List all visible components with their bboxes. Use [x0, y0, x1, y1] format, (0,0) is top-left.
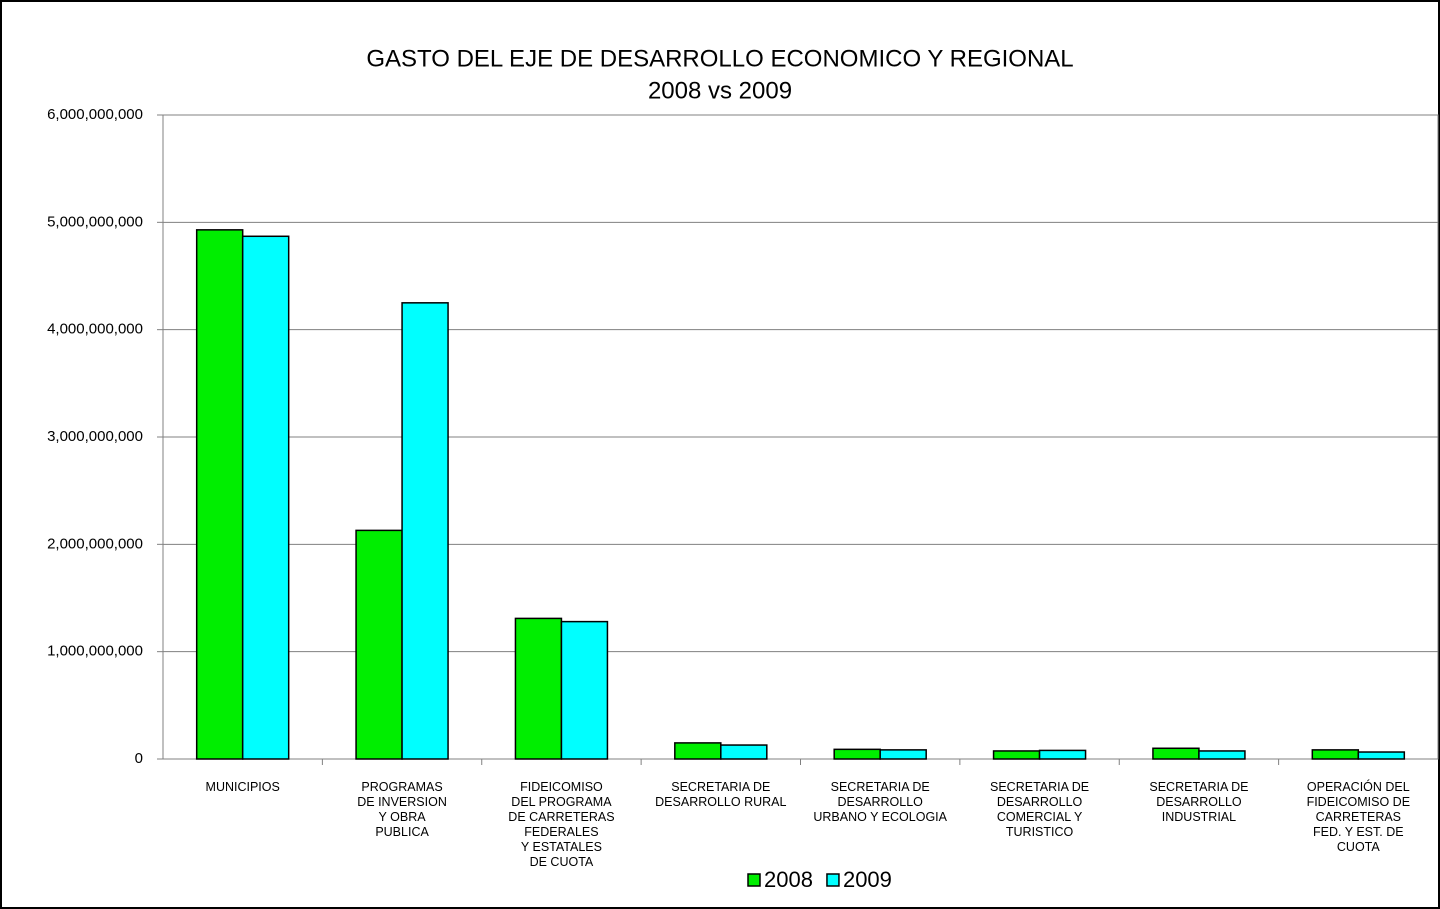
legend-label: 2009: [843, 867, 892, 892]
bar: [992, 750, 1041, 760]
x-tick-label: FIDEICOMISO DEL PROGRAMA DE CARRETERAS FEDE…: [508, 780, 614, 869]
y-tick-label: 5,000,000,000: [47, 213, 143, 230]
bar: [514, 617, 563, 760]
bar: [560, 620, 609, 760]
bar: [1311, 749, 1360, 760]
bar: [1038, 749, 1087, 760]
y-tick-label: 2,000,000,000: [47, 535, 143, 552]
bar: [879, 749, 927, 760]
x-tick-label: SECRETARIA DE DESARROLLO RURAL: [655, 780, 786, 809]
x-tick-label: SECRETARIA DE DESARROLLO COMERCIAL Y TURIST…: [990, 780, 1089, 839]
y-tick-label: 4,000,000,000: [47, 321, 143, 338]
bar: [355, 529, 403, 760]
bar: [720, 744, 768, 760]
x-tick-label: SECRETARIA DE DESARROLLO URBANO Y ECOLOGIA: [813, 780, 947, 824]
bar: [401, 302, 449, 760]
bar: [241, 235, 290, 760]
bar: [1152, 747, 1200, 760]
bar: [833, 748, 881, 760]
x-tick-label: OPERACIÓN DEL FIDEICOMISO DE CARRETERAS FED…: [1307, 779, 1410, 854]
y-tick-label: 6,000,000,000: [47, 106, 143, 123]
x-tick-label: PROGRAMAS DE INVERSION Y OBRA PUBLICA: [357, 780, 447, 839]
bar: [1198, 750, 1246, 760]
bar: [1357, 751, 1406, 760]
chart-title: GASTO DEL EJE DE DESARROLLO ECONOMICO Y …: [366, 45, 1073, 72]
y-tick-label: 0: [135, 750, 143, 767]
x-tick-label: MUNICIPIOS: [206, 780, 280, 794]
legend-swatch: [747, 873, 761, 887]
x-tick-label: SECRETARIA DE DESARROLLO INDUSTRIAL: [1149, 780, 1248, 824]
y-tick-label: 3,000,000,000: [47, 428, 143, 445]
legend-swatch: [826, 873, 840, 887]
legend-label: 2008: [764, 867, 813, 892]
chart-subtitle: 2008 vs 2009: [648, 77, 792, 104]
y-tick-label: 1,000,000,000: [47, 643, 143, 660]
bar: [195, 229, 244, 760]
bar: [674, 742, 722, 760]
